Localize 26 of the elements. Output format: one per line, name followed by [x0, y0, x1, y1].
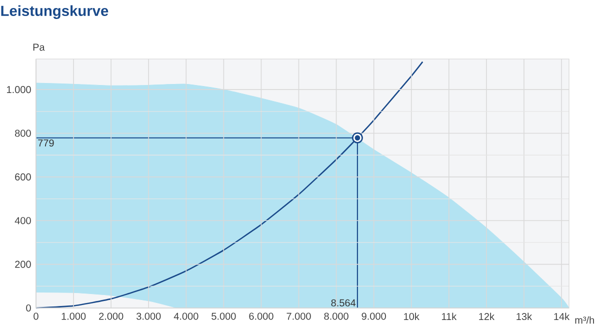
x-axis-title: m³/h	[575, 316, 594, 324]
x-tick-label: 0	[34, 312, 38, 320]
x-tick-label: 7.000	[286, 312, 311, 320]
x-tick-label: 1.000	[62, 312, 86, 320]
y-tick-label: 1.000	[7, 86, 31, 94]
x-tick-label: 5.000	[212, 312, 236, 320]
x-tick-label: 2.000	[99, 312, 124, 320]
x-tick-label: 8.000	[324, 312, 348, 320]
ref-line-label: 8.564	[331, 299, 356, 306]
y-tick-label: 800	[15, 130, 31, 137]
x-tick-label: 11k	[442, 312, 457, 320]
x-tick-label: 4.000	[174, 312, 198, 320]
x-tick-label: 3.000	[136, 312, 161, 320]
ref-line-label: 779	[38, 139, 54, 147]
x-tick-label: 14k	[554, 312, 570, 320]
y-tick-label: 200	[15, 260, 31, 268]
x-tick-label: 10k	[404, 312, 420, 320]
y-tick-label: 600	[15, 173, 31, 180]
y-axis-title: Pa	[33, 44, 45, 51]
y-tick-label: 0	[26, 304, 31, 312]
x-tick-label: 6.000	[249, 312, 274, 320]
x-tick-label: 13k	[516, 312, 532, 320]
y-tick-label: 400	[14, 217, 31, 224]
x-tick-label: 9.000	[362, 312, 386, 320]
chart-title: Leistungskurve	[1, 5, 108, 20]
x-tick-label: 12k	[479, 312, 494, 320]
